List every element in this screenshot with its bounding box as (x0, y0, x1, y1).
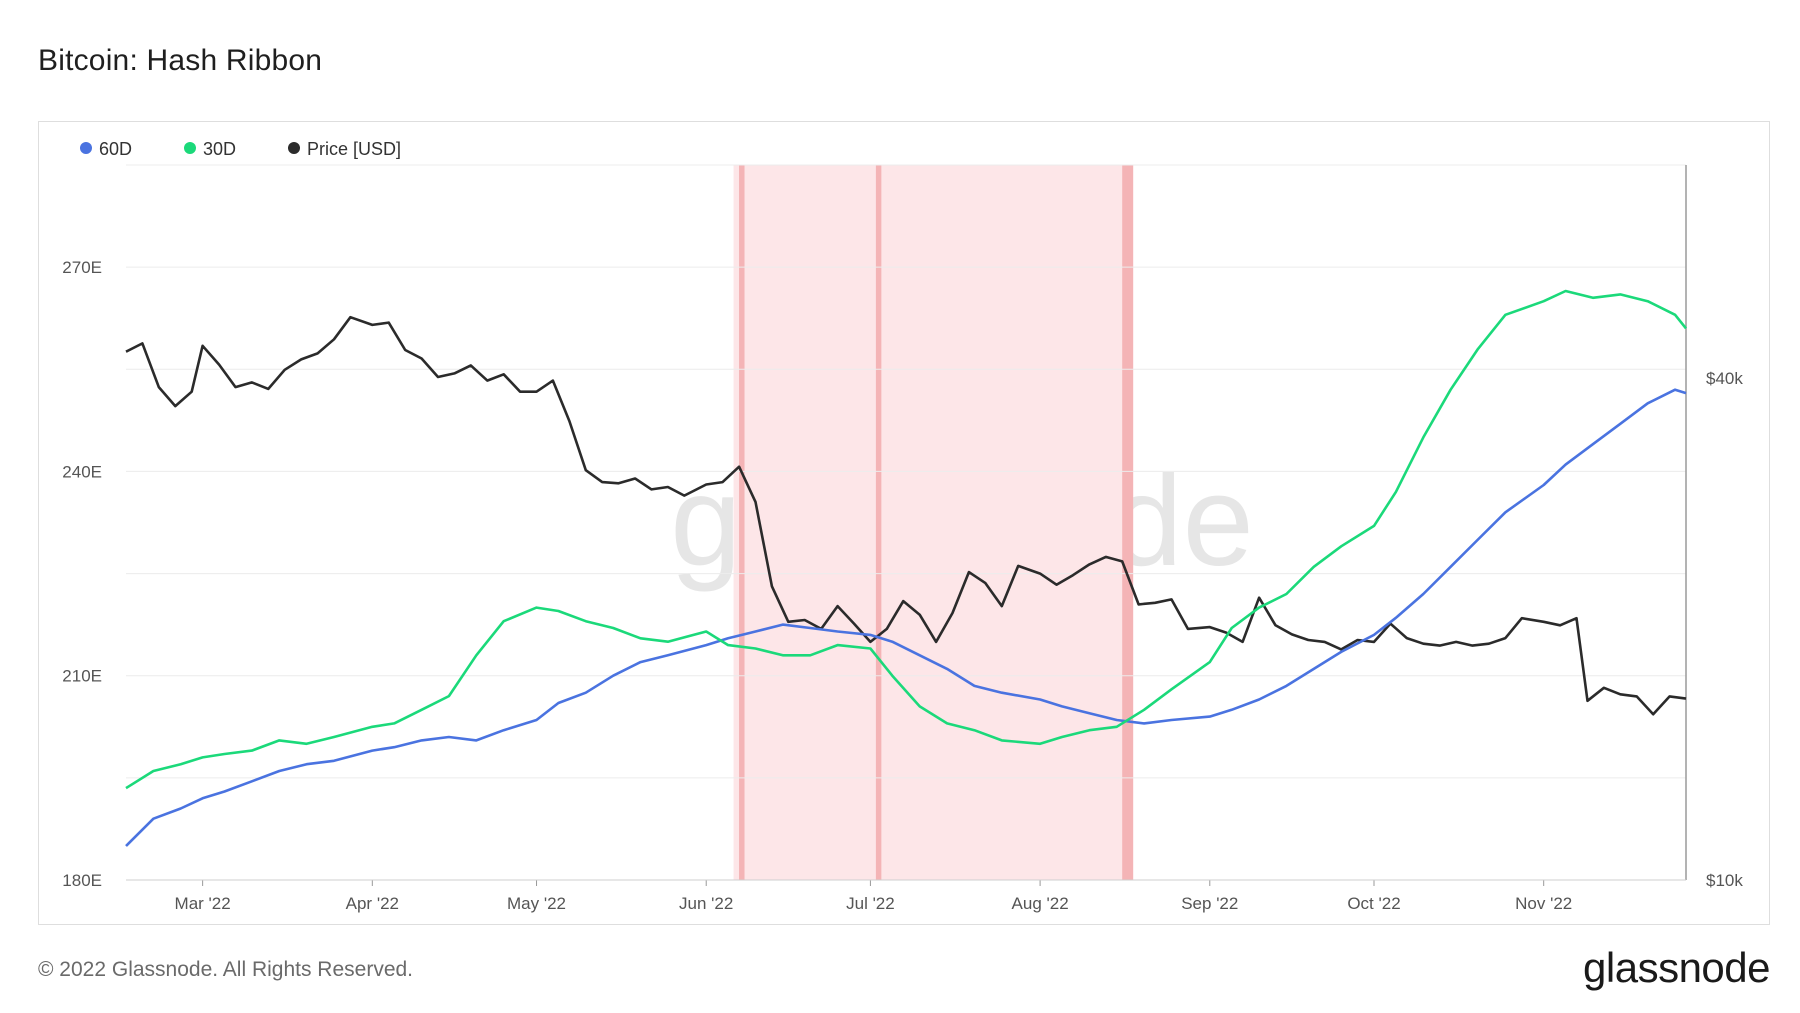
series-line-60d (125, 388, 1687, 847)
legend-dot (288, 142, 300, 154)
x-tick-label: Sep '22 (1181, 894, 1238, 913)
x-tick-label: Nov '22 (1515, 894, 1572, 913)
legend-label: 60D (99, 139, 132, 159)
y-right-tick-label: $10k (1706, 871, 1743, 890)
x-tick-label: Jul '22 (846, 894, 895, 913)
y-left-tick-label: 180E (62, 871, 102, 890)
y-axis-left: 180E 210E 240E 270E (62, 258, 102, 890)
legend-label: Price [USD] (307, 139, 401, 159)
x-tick-label: Apr '22 (346, 894, 399, 913)
x-tick-label: Jun '22 (679, 894, 733, 913)
capitulation-band-2 (1122, 165, 1134, 880)
capitulation-band-0 (739, 165, 745, 880)
y-left-tick-label: 240E (62, 462, 102, 481)
y-right-tick-label: $40k (1706, 369, 1743, 388)
chart-title: Bitcoin: Hash Ribbon (38, 44, 323, 77)
series-line-30d (125, 289, 1688, 790)
x-tick-label: Mar '22 (175, 894, 231, 913)
capitulation-band-1 (875, 165, 882, 880)
chart-frame (38, 121, 1770, 925)
legend: 60D 30D Price [USD] (80, 139, 401, 159)
y-left-tick-label: 270E (62, 258, 102, 277)
series-line-price (125, 315, 1687, 716)
legend-item-price[interactable]: Price [USD] (288, 139, 401, 159)
legend-item-30d[interactable]: 30D (184, 139, 236, 159)
legend-dot (184, 142, 196, 154)
legend-item-60d[interactable]: 60D (80, 139, 132, 159)
capitulation-bands (733, 165, 1134, 880)
y-axis-right: $10k $40k (1706, 369, 1743, 890)
x-tick-label: Aug '22 (1012, 894, 1069, 913)
x-tick-label: Oct '22 (1347, 894, 1400, 913)
glassnode-logo[interactable]: glassnode (1583, 944, 1770, 991)
copyright-text: © 2022 Glassnode. All Rights Reserved. (38, 958, 414, 981)
series-lines (125, 289, 1688, 847)
legend-label: 30D (203, 139, 236, 159)
x-tick-label: May '22 (507, 894, 566, 913)
x-axis: Mar '22 Apr '22 May '22 Jun '22 Jul '22 Aug '… (126, 879, 1686, 913)
capitulation-region (733, 165, 1134, 880)
legend-dot (80, 142, 92, 154)
y-left-tick-label: 210E (62, 667, 102, 686)
